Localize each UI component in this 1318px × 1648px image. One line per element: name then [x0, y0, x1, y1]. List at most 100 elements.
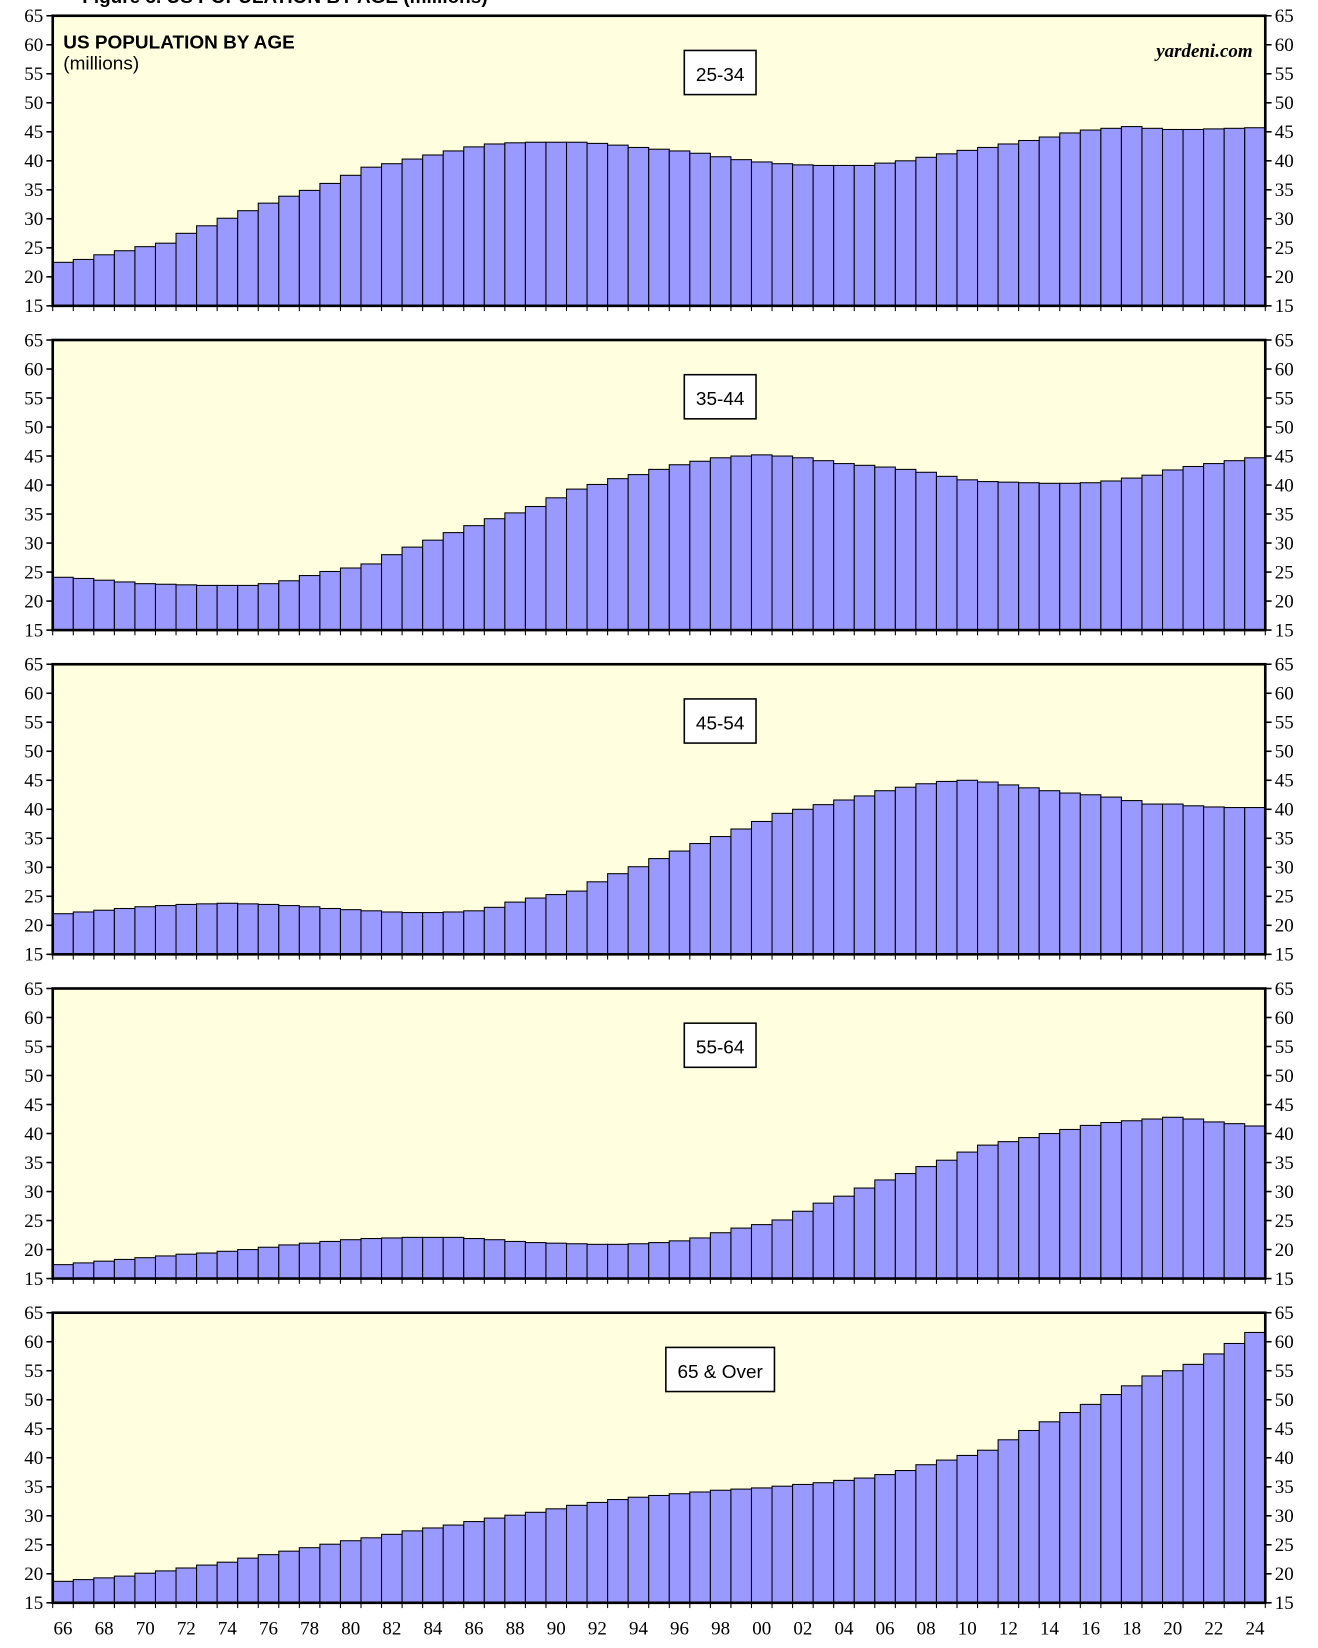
bar: [1161, 1370, 1184, 1604]
y-tick-label: 60: [1275, 1008, 1294, 1029]
bar: [1141, 474, 1164, 631]
x-tick-label: 90: [547, 1618, 566, 1639]
y-tick-label: 50: [1275, 1066, 1294, 1087]
y-tick-label: 20: [1275, 1240, 1294, 1261]
bar: [668, 150, 691, 307]
bar: [586, 1243, 609, 1280]
bar: [607, 478, 629, 631]
bar: [381, 163, 403, 307]
bar: [339, 567, 362, 631]
bar: [72, 1579, 95, 1604]
bar: [1079, 1403, 1102, 1604]
y-tick-label: 65: [1275, 6, 1294, 27]
bar: [381, 1237, 403, 1280]
bar: [175, 903, 198, 955]
bar: [196, 584, 218, 631]
x-tick-label: 70: [136, 1618, 155, 1639]
bar: [709, 836, 732, 955]
bar: [750, 1224, 773, 1280]
bar: [298, 1242, 321, 1280]
y-tick-label: 15: [24, 945, 43, 966]
y-tick-label: 50: [1275, 1390, 1294, 1411]
bar: [1018, 1137, 1040, 1280]
y-tick-label: 60: [1275, 1332, 1294, 1353]
bar: [565, 1243, 588, 1280]
bar: [894, 160, 917, 307]
bar: [627, 866, 650, 955]
bar: [134, 583, 157, 631]
bar: [52, 913, 74, 955]
bar: [668, 1493, 691, 1604]
bar: [812, 1202, 835, 1280]
y-tick-label: 65: [1275, 979, 1294, 1000]
bar: [1120, 1120, 1143, 1280]
y-tick-label: 15: [1275, 296, 1294, 317]
bar: [607, 1499, 629, 1604]
y-tick-label: 45: [24, 1095, 43, 1116]
bar: [381, 554, 403, 631]
bar: [1203, 1121, 1225, 1280]
panel-label: 65 & Over: [665, 1346, 776, 1393]
y-tick-label: 50: [24, 1066, 43, 1087]
bar: [853, 164, 876, 307]
bar: [401, 546, 424, 631]
bar: [771, 1485, 794, 1604]
y-tick-label: 55: [24, 1037, 43, 1058]
bar: [833, 1195, 855, 1280]
bar: [134, 906, 157, 955]
y-tick-label: 45: [24, 122, 43, 143]
y-tick-label: 40: [24, 151, 43, 172]
bar: [237, 584, 259, 631]
y-tick-label: 20: [24, 1564, 43, 1585]
y-tick-label: 45: [1275, 122, 1294, 143]
bar: [1244, 127, 1266, 307]
bar: [1018, 1429, 1040, 1604]
bar: [894, 1470, 917, 1604]
bar: [422, 1236, 444, 1280]
bar: [52, 261, 74, 307]
bar: [1182, 805, 1205, 955]
bar: [586, 881, 609, 955]
bar: [648, 858, 670, 955]
y-tick-label: 50: [1275, 93, 1294, 114]
x-tick-label: 04: [834, 1618, 853, 1639]
bar: [607, 873, 629, 955]
x-tick-label: 10: [958, 1618, 977, 1639]
bar: [627, 474, 650, 631]
y-tick-label: 45: [24, 446, 43, 467]
bar: [709, 1489, 732, 1604]
bar: [977, 481, 999, 631]
y-tick-label: 60: [1275, 35, 1294, 56]
bar: [216, 584, 239, 631]
bar: [689, 152, 711, 307]
bar: [1223, 807, 1246, 955]
y-tick-label: 20: [1275, 267, 1294, 288]
bar: [319, 907, 341, 955]
bar: [586, 483, 609, 631]
bar: [792, 164, 814, 307]
bar: [72, 577, 95, 631]
y-tick-label: 30: [24, 1506, 43, 1527]
panel-label: 45-54: [683, 698, 757, 744]
x-tick-label: 24: [1246, 1618, 1266, 1639]
bar: [689, 1237, 711, 1280]
bar: [196, 225, 218, 307]
bar: [1223, 1123, 1246, 1280]
bar: [915, 471, 937, 631]
bar: [565, 890, 588, 955]
bar: [750, 161, 773, 307]
bar: [113, 250, 136, 307]
bar: [1161, 803, 1184, 955]
bar: [1203, 128, 1225, 307]
bar: [586, 142, 609, 307]
y-tick-label: 55: [1275, 388, 1294, 409]
y-tick-label: 30: [1275, 209, 1294, 230]
panel-label-text: 45-54: [696, 713, 745, 734]
y-tick-label: 65: [1275, 1303, 1294, 1324]
bar: [504, 901, 526, 955]
bar: [894, 468, 917, 631]
y-tick-label: 30: [24, 1182, 43, 1203]
bar: [792, 808, 814, 955]
